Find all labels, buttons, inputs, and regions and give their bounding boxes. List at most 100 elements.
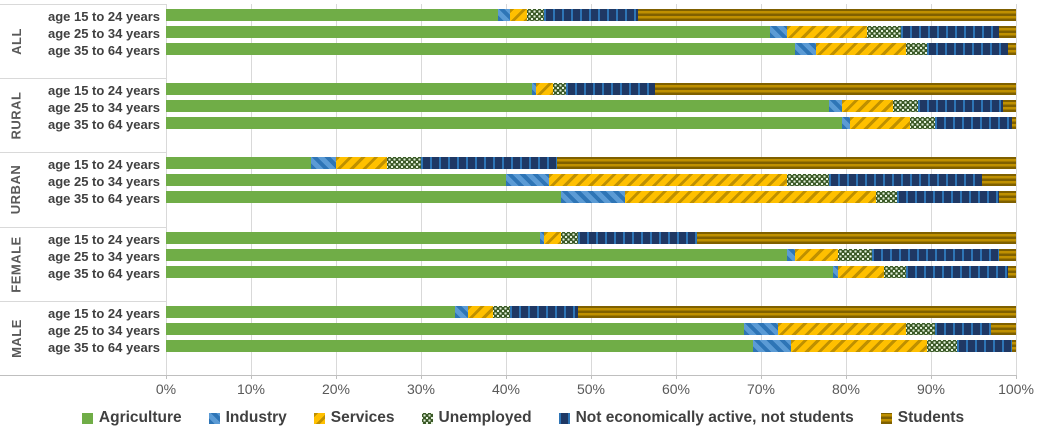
bar-segment-unemployed [387, 157, 421, 170]
bar-segment-not-economically-active-not-students [935, 322, 991, 335]
legend-item-not-economically-active-not-students: Not economically active, not students [558, 409, 854, 427]
bar-segment-industry [769, 26, 787, 38]
bar-segment-students [557, 157, 1016, 170]
bar-segment-industry [752, 339, 791, 352]
age-row-label: age 35 to 64 years [47, 191, 160, 207]
bar-segment-students [999, 248, 1016, 261]
axis-tick [931, 375, 932, 379]
legend-label: Agriculture [98, 409, 182, 426]
bar-segment-services [816, 43, 906, 55]
legend-label: Not economically active, not students [575, 409, 854, 426]
stacked-bar [166, 83, 1016, 96]
group-name-box: URBAN [0, 153, 32, 226]
age-labels: age 15 to 24 years age 25 to 34 years age … [32, 153, 166, 226]
axis-tick-label: 20% [321, 381, 351, 397]
bar-segment-unemployed [837, 248, 872, 261]
group-all: ALL age 15 to 24 years age 25 to 34 years a… [0, 4, 1046, 78]
bar-segment-services [795, 248, 838, 261]
bar-segment-agriculture [166, 100, 829, 113]
group-label-column: MALE age 15 to 24 years age 25 to 34 years… [0, 300, 166, 375]
bar-segment-services [535, 83, 553, 96]
bar-segment-agriculture [166, 305, 455, 318]
group-rural: RURAL age 15 to 24 years age 25 to 34 year… [0, 78, 1046, 152]
gridline [166, 4, 167, 375]
bar-segment-unemployed [926, 339, 957, 352]
age-row-label: age 25 to 34 years [47, 248, 160, 264]
age-labels: age 15 to 24 years age 25 to 34 years age … [32, 228, 166, 301]
age-row-label: age 25 to 34 years [47, 174, 160, 190]
axis-tick-label: 60% [661, 381, 691, 397]
gridline [1016, 4, 1017, 375]
bar-segment-industry [455, 305, 468, 318]
stacked-bar [166, 9, 1016, 21]
bar-segment-not-economically-active-not-students [578, 231, 698, 244]
group-male: MALE age 15 to 24 years age 25 to 34 years… [0, 300, 1046, 375]
axis-tick [336, 375, 337, 379]
bar-segment-not-economically-active-not-students [901, 26, 999, 38]
age-row-label: age 25 to 34 years [47, 322, 160, 338]
axis-tick [1016, 375, 1017, 379]
bar-segment-services [336, 157, 387, 170]
bar-segment-agriculture [166, 43, 795, 55]
age-labels: age 15 to 24 years age 25 to 34 years age … [32, 79, 166, 152]
bar-groups-container: ALL age 15 to 24 years age 25 to 34 years a… [0, 4, 1046, 375]
group-name-box: FEMALE [0, 228, 32, 301]
bar-segment-students [1007, 265, 1016, 278]
bar-segment-industry [561, 191, 625, 204]
x-axis-line [0, 375, 1017, 376]
stacked-bar [166, 157, 1016, 170]
bar-segment-services [510, 9, 528, 21]
bars-column [166, 227, 1017, 301]
bar-segment-not-economically-active-not-students [510, 305, 579, 318]
legend-label: Services [330, 409, 395, 426]
group-label-column: RURAL age 15 to 24 years age 25 to 34 year… [0, 78, 166, 152]
group-urban: URBAN age 15 to 24 years age 25 to 34 year… [0, 152, 1046, 226]
axis-tick-label: 70% [746, 381, 776, 397]
age-row-label: age 15 to 24 years [47, 231, 160, 247]
bar-segment-industry [841, 117, 851, 130]
group-name-label: FEMALE [8, 235, 24, 293]
group-female: FEMALE age 15 to 24 years age 25 to 34 yea… [0, 226, 1046, 301]
axis-tick-label: 80% [831, 381, 861, 397]
bar-segment-not-economically-active-not-students [935, 117, 1012, 130]
axis-tick-label: 90% [916, 381, 946, 397]
bars-column [166, 152, 1017, 226]
bar-segment-industry [310, 157, 336, 170]
bar-segment-agriculture [166, 26, 770, 38]
age-row-label: age 35 to 64 years [47, 265, 160, 281]
bar-segment-industry [833, 265, 838, 278]
group-name-box: RURAL [0, 79, 32, 152]
bar-segment-agriculture [166, 191, 562, 204]
legend-swatch-icon [81, 412, 93, 424]
age-row-label: age 15 to 24 years [47, 305, 160, 321]
bar-segment-unemployed [905, 43, 927, 55]
bar-segment-agriculture [166, 265, 834, 278]
bar-segment-unemployed [527, 9, 545, 21]
legend-swatch-icon [880, 412, 892, 424]
legend-label: Unemployed [438, 409, 532, 426]
bar-segment-services [544, 231, 562, 244]
axis-tick-label: 50% [576, 381, 606, 397]
legend-label: Students [897, 409, 965, 426]
age-row-label: age 25 to 34 years [47, 100, 160, 116]
legend-item-students: Students [880, 409, 965, 427]
bar-segment-students [654, 83, 1016, 96]
group-label-column: URBAN age 15 to 24 years age 25 to 34 year… [0, 152, 166, 226]
bar-segment-unemployed [493, 305, 511, 318]
stacked-bar [166, 231, 1016, 244]
bar-segment-not-economically-active-not-students [544, 9, 638, 21]
axis-tick-label: 0% [155, 381, 177, 397]
gridline [251, 4, 252, 375]
legend-item-unemployed: Unemployed [421, 409, 532, 427]
axis-tick [761, 375, 762, 379]
bar-segment-agriculture [166, 339, 753, 352]
bar-segment-students [1003, 100, 1016, 113]
axis-tick [421, 375, 422, 379]
gridline [336, 4, 337, 375]
age-row-label: age 15 to 24 years [47, 83, 160, 99]
gridline [676, 4, 677, 375]
bar-segment-unemployed [905, 322, 936, 335]
legend-label: Industry [225, 409, 287, 426]
gridlines-layer [166, 4, 1017, 375]
bar-segment-services [625, 191, 876, 204]
